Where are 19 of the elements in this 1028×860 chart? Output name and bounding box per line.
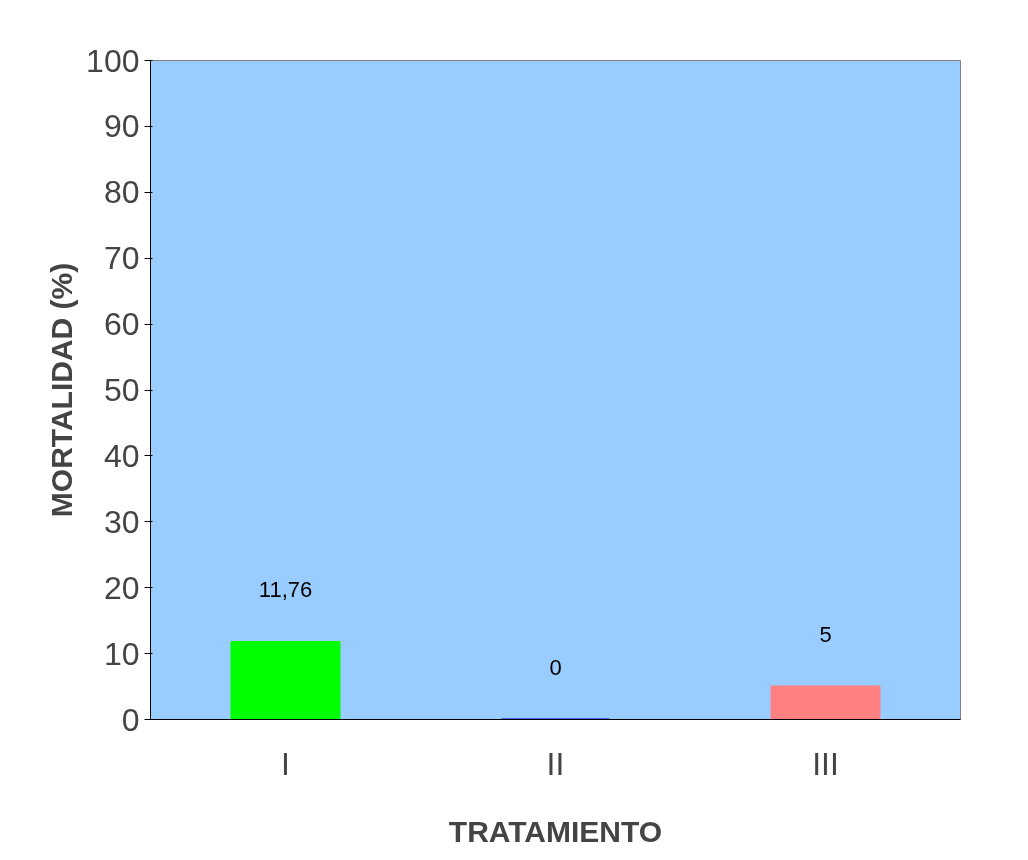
y-tick-label: 10 bbox=[103, 635, 140, 672]
y-tick-label: 100 bbox=[86, 42, 140, 79]
y-tick-label: 80 bbox=[103, 174, 140, 211]
y-axis-title: MORTALIDAD (%) bbox=[45, 262, 79, 518]
x-tick-label: I bbox=[281, 745, 290, 782]
y-tick-label: 20 bbox=[103, 569, 140, 606]
y-tick-label: 60 bbox=[103, 306, 140, 343]
data-label: 11,76 bbox=[258, 577, 313, 602]
y-tick-label: 90 bbox=[103, 108, 140, 145]
y-tick-label: 40 bbox=[103, 437, 140, 474]
x-tick-label: III bbox=[812, 745, 839, 782]
x-tick-label: II bbox=[546, 745, 565, 782]
y-tick-label: 50 bbox=[103, 372, 140, 408]
y-tick-label: 0 bbox=[121, 701, 140, 738]
data-label: 0 bbox=[549, 654, 562, 680]
data-label: 5 bbox=[819, 621, 832, 647]
x-axis-title: TRATAMIENTO bbox=[448, 814, 663, 848]
y-tick-label: 70 bbox=[103, 240, 140, 277]
y-tick-label: 30 bbox=[103, 503, 140, 540]
